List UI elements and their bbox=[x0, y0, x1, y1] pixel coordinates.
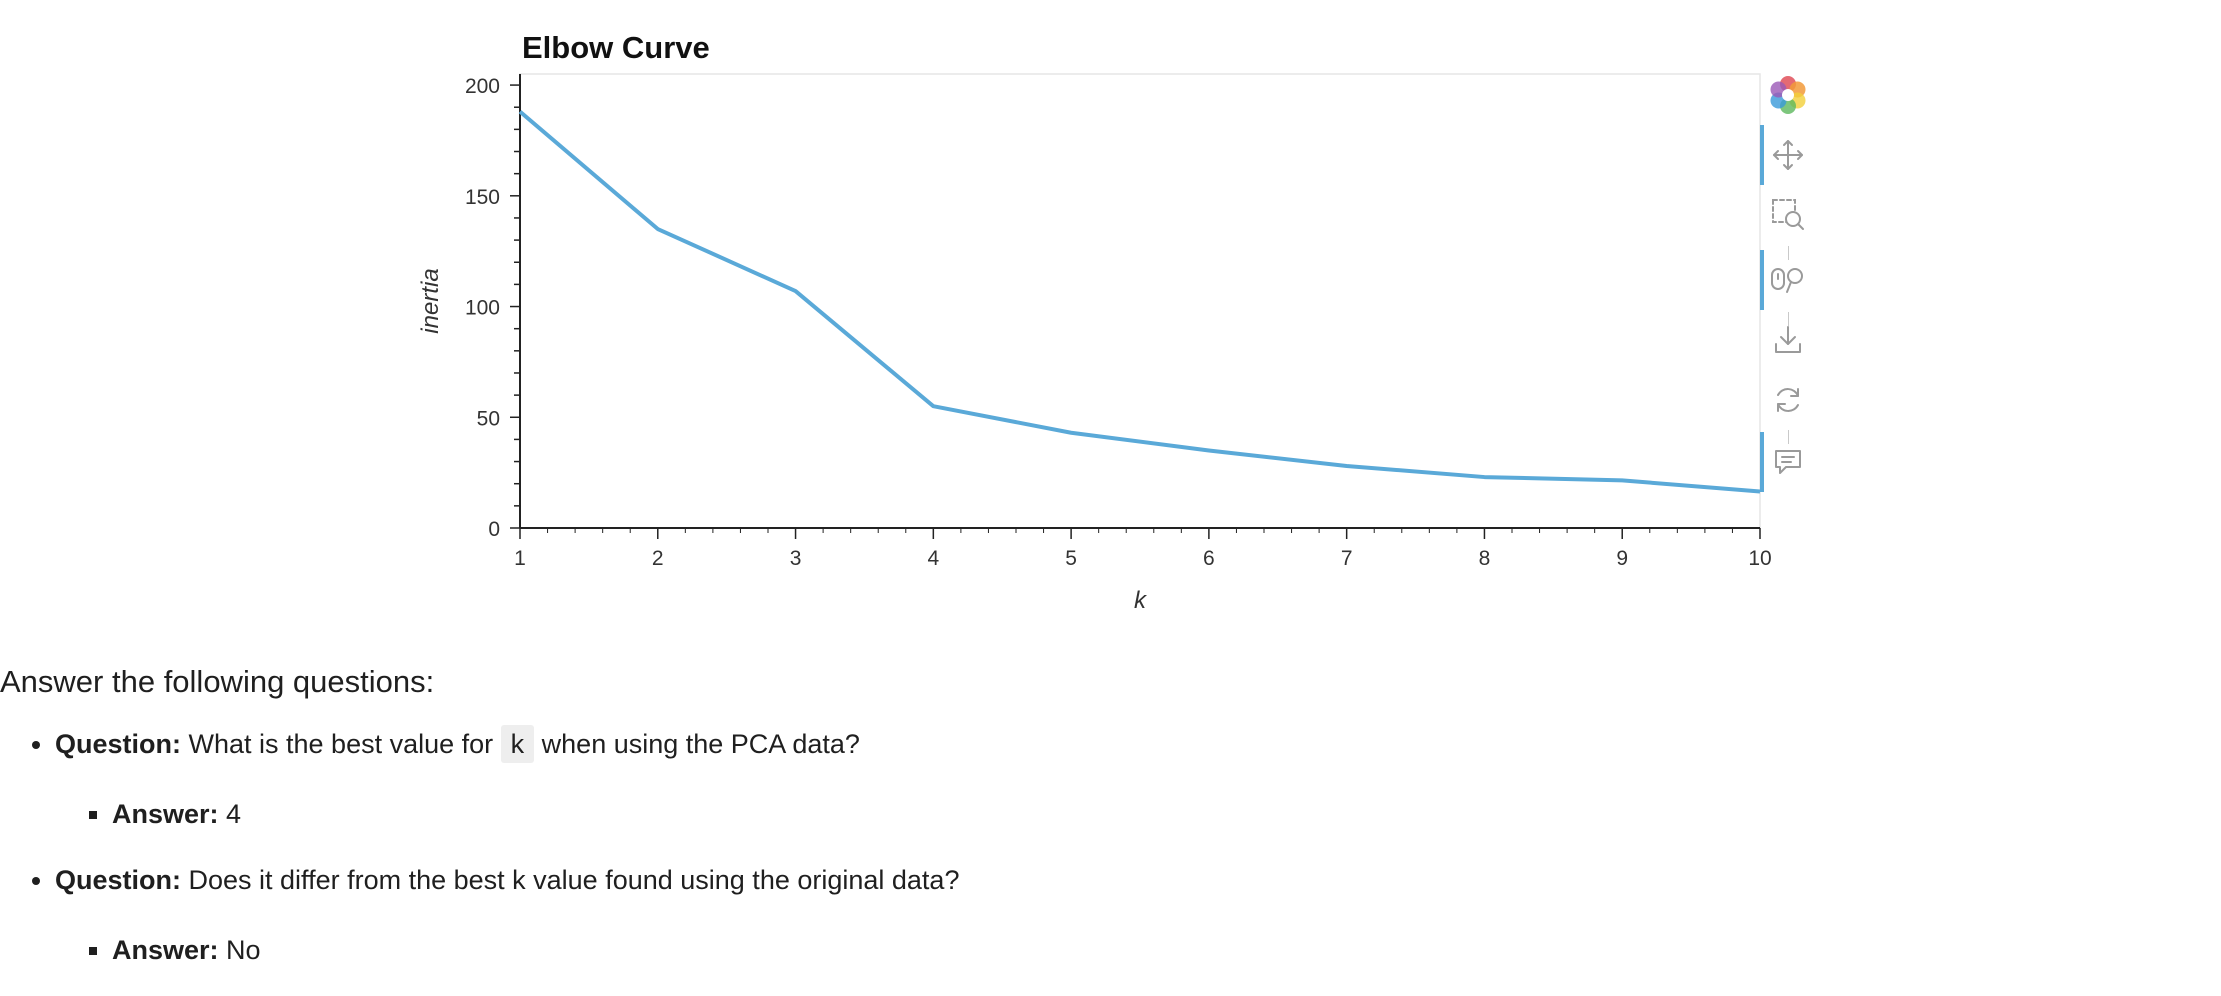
chart-title: Elbow Curve bbox=[522, 30, 710, 65]
list-item: Question: Does it differ from the best k… bbox=[55, 860, 2221, 970]
elbow-curve-plot[interactable]: 0 50 100 150 200 1 2 3 4 5 6 7 8 9 10 Elbow Curve k in… bbox=[0, 0, 1820, 640]
answer-list: Answer: 4 bbox=[55, 794, 2221, 834]
box-zoom-tool-button[interactable] bbox=[1758, 190, 1818, 240]
reset-icon bbox=[1772, 384, 1804, 416]
wheel-zoom-icon bbox=[1769, 263, 1807, 297]
list-item: Answer: No bbox=[112, 930, 2221, 970]
bokeh-logo-icon bbox=[1768, 75, 1808, 115]
question-list: Question: What is the best value for k w… bbox=[0, 724, 2221, 970]
x-tick-label: 2 bbox=[652, 547, 664, 570]
notebook-markdown: Answer the following questions: Question… bbox=[0, 660, 2221, 996]
hover-tool-button[interactable] bbox=[1758, 432, 1818, 492]
answer-text: No bbox=[219, 935, 261, 965]
plot-frame bbox=[520, 74, 1760, 528]
questions-heading: Answer the following questions: bbox=[0, 660, 2221, 704]
question-text: Does it differ from the best k value fou… bbox=[181, 865, 959, 895]
y-tick-label: 100 bbox=[465, 297, 500, 320]
box-zoom-icon bbox=[1770, 197, 1806, 233]
question-label: Question: bbox=[55, 729, 181, 759]
pan-tool-button[interactable] bbox=[1758, 125, 1818, 185]
save-tool-button[interactable] bbox=[1758, 315, 1818, 365]
answer-label: Answer: bbox=[112, 935, 219, 965]
hover-icon bbox=[1772, 446, 1804, 478]
x-tick-label: 5 bbox=[1065, 547, 1077, 570]
elbow-curve-chart[interactable]: 0 50 100 150 200 1 2 3 4 5 6 7 8 9 10 Elbow Curve k in… bbox=[0, 0, 1820, 640]
question-text: What is the best value for bbox=[181, 729, 501, 759]
inline-code: k bbox=[501, 725, 535, 763]
reset-tool-button[interactable] bbox=[1758, 375, 1818, 425]
y-tick-label: 0 bbox=[488, 518, 500, 541]
x-tick-label: 8 bbox=[1479, 547, 1491, 570]
y-axis-label: inertia bbox=[417, 268, 444, 333]
series-line bbox=[520, 112, 1760, 492]
list-item: Question: What is the best value for k w… bbox=[55, 724, 2221, 834]
list-item: Answer: 4 bbox=[112, 794, 2221, 834]
axes: 0 50 100 150 200 1 2 3 4 5 6 7 8 9 10 bbox=[465, 74, 1772, 570]
x-tick-label: 3 bbox=[790, 547, 802, 570]
save-icon bbox=[1772, 324, 1804, 356]
question-text: when using the PCA data? bbox=[534, 729, 860, 759]
x-tick-label: 9 bbox=[1616, 547, 1628, 570]
answer-label: Answer: bbox=[112, 799, 219, 829]
series-layer bbox=[520, 112, 1760, 492]
x-tick-label: 10 bbox=[1748, 547, 1771, 570]
chart-toolbar bbox=[1758, 70, 1818, 500]
x-tick-label: 7 bbox=[1341, 547, 1353, 570]
pan-icon bbox=[1771, 138, 1805, 172]
answer-text: 4 bbox=[219, 799, 242, 829]
y-tick-label: 50 bbox=[477, 407, 500, 430]
bokeh-logo-button[interactable] bbox=[1758, 70, 1818, 120]
x-tick-label: 6 bbox=[1203, 547, 1215, 570]
question-label: Question: bbox=[55, 865, 181, 895]
y-tick-label: 200 bbox=[465, 75, 500, 98]
x-tick-label: 4 bbox=[927, 547, 939, 570]
x-axis-label: k bbox=[1134, 587, 1148, 614]
y-tick-label: 150 bbox=[465, 186, 500, 209]
x-tick-label: 1 bbox=[514, 547, 526, 570]
answer-list: Answer: No bbox=[55, 930, 2221, 970]
wheel-zoom-tool-button[interactable] bbox=[1758, 250, 1818, 310]
